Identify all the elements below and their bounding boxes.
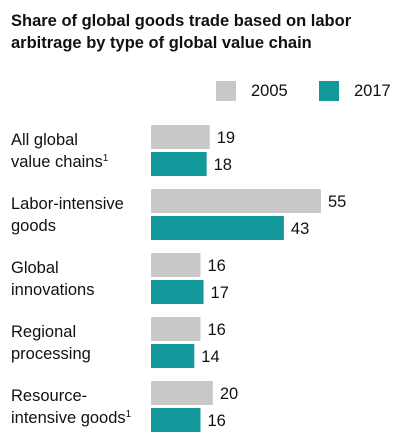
footnote-marker: 1 [102,153,109,164]
bar-2005 [151,253,201,277]
bar-2017 [151,152,207,176]
legend: 2005 2017 [0,0,413,110]
bar-2005 [151,381,213,405]
chart-title: Share of global goods trade based on lab… [11,12,352,52]
bar-value-label: 43 [291,220,309,238]
bar-2017 [151,280,204,304]
bar-2005 [151,125,210,149]
bar-value-label: 16 [207,412,225,430]
category-label-line2: innovations [11,281,95,299]
category-label-line1: All global [11,131,78,149]
bar-value-label: 19 [217,129,235,147]
bar-2005 [151,317,201,341]
category-label: Labor-intensive goods [11,193,146,237]
bar-value-label: 55 [328,193,346,211]
category-label: Global innovations [11,257,146,301]
category-label-line2: value chains1 [11,153,109,171]
legend-label-2017: 2017 [354,82,391,100]
category-label-line1: Global [11,259,59,277]
bar-value-label: 16 [207,257,225,275]
legend-swatch-2017 [319,81,339,101]
bar-value-label: 16 [207,321,225,339]
bar-2017 [151,408,201,432]
footnote-marker: 1 [125,409,132,420]
bar-value-label: 18 [214,156,232,174]
category-label-line1: Regional [11,323,77,341]
category-label-line1: Labor-intensive [11,195,124,213]
bar-2005 [151,189,321,213]
category-label: Resource-intensive goods1 [11,385,146,429]
category-label-line2: processing [11,345,91,363]
category-label-line2: intensive goods1 [11,409,132,427]
category-label-line1: Resource- [11,387,88,405]
bar-2017 [151,344,195,368]
category-label-line2: goods [11,217,56,235]
legend-swatch-2005 [216,81,236,101]
legend-label-2005: 2005 [251,82,288,100]
category-label: All global value chains1 [11,129,146,173]
bar-2017 [151,216,284,240]
bar-value-label: 20 [220,385,238,403]
category-label: Regional processing [11,321,146,365]
bar-value-label: 14 [201,348,219,366]
bar-value-label: 17 [211,284,229,302]
